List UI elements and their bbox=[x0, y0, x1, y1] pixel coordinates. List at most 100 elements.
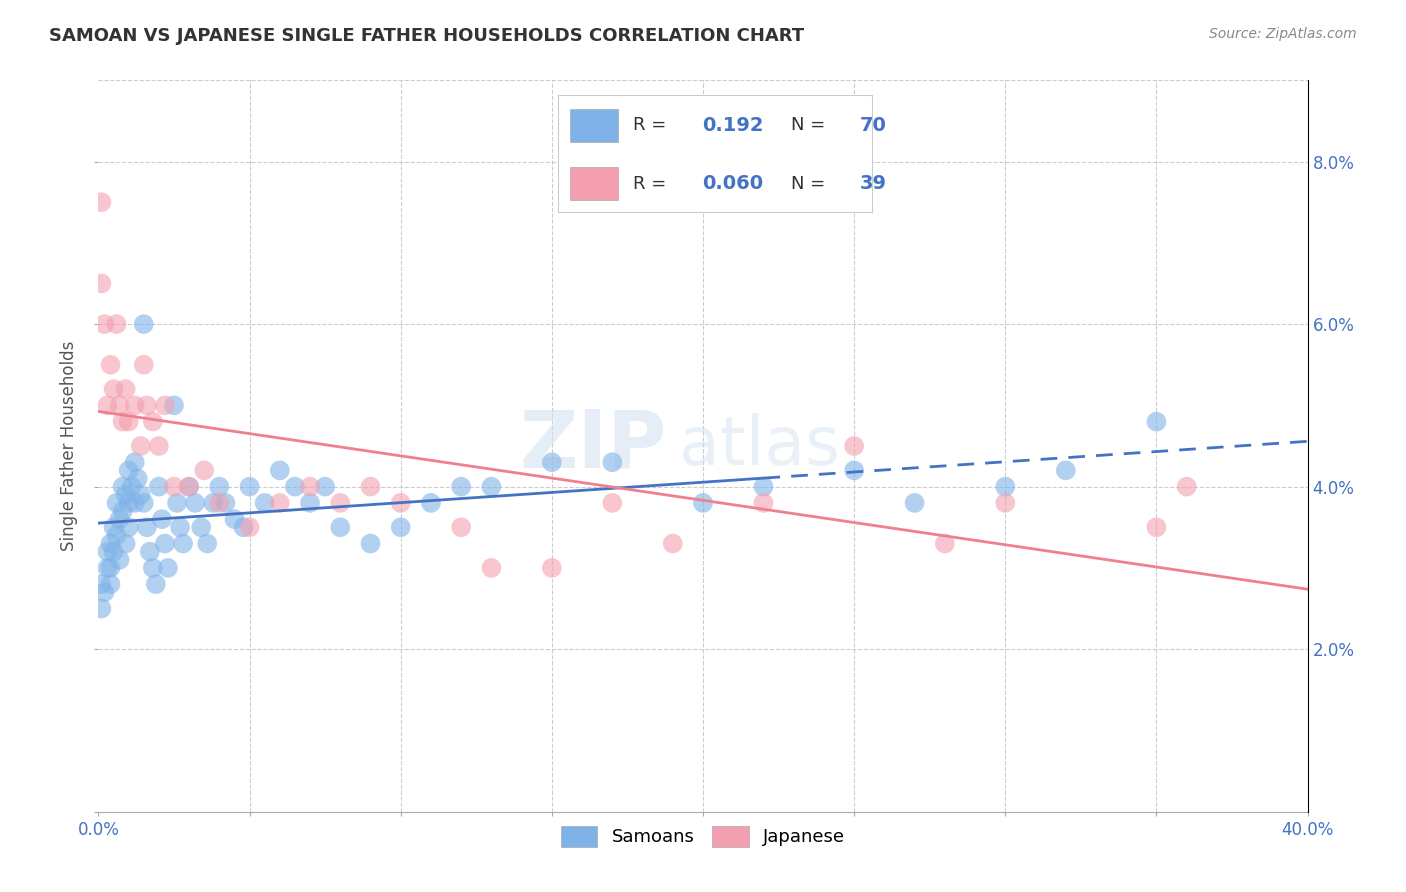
Point bbox=[844, 463, 866, 477]
Point bbox=[994, 480, 1017, 494]
Point bbox=[314, 480, 336, 494]
Point bbox=[114, 382, 136, 396]
Point bbox=[108, 553, 131, 567]
Point bbox=[100, 577, 122, 591]
Point bbox=[100, 536, 122, 550]
Point bbox=[148, 480, 170, 494]
Point bbox=[142, 415, 165, 429]
Point bbox=[132, 496, 155, 510]
Point bbox=[540, 455, 562, 469]
Point bbox=[124, 398, 146, 412]
Point bbox=[602, 496, 624, 510]
Point bbox=[90, 277, 112, 291]
Point bbox=[118, 463, 141, 477]
Point bbox=[450, 480, 472, 494]
Point bbox=[752, 480, 775, 494]
Point bbox=[329, 496, 352, 510]
Point bbox=[111, 504, 134, 518]
Point bbox=[163, 480, 186, 494]
Text: atlas: atlas bbox=[679, 413, 839, 479]
Point bbox=[1054, 463, 1077, 477]
Point bbox=[114, 536, 136, 550]
Point bbox=[111, 480, 134, 494]
Point bbox=[208, 480, 231, 494]
Point bbox=[389, 496, 412, 510]
Point bbox=[124, 455, 146, 469]
Text: ZIP: ZIP bbox=[519, 407, 666, 485]
Point bbox=[124, 496, 146, 510]
Point bbox=[148, 439, 170, 453]
Point bbox=[108, 512, 131, 526]
Point bbox=[202, 496, 225, 510]
Point bbox=[135, 398, 157, 412]
Point bbox=[329, 520, 352, 534]
Point bbox=[156, 561, 179, 575]
Point bbox=[1144, 415, 1167, 429]
Point bbox=[118, 496, 141, 510]
Text: SAMOAN VS JAPANESE SINGLE FATHER HOUSEHOLDS CORRELATION CHART: SAMOAN VS JAPANESE SINGLE FATHER HOUSEHO… bbox=[49, 27, 804, 45]
Point bbox=[692, 496, 714, 510]
Point bbox=[132, 317, 155, 331]
Point bbox=[481, 480, 503, 494]
Point bbox=[166, 496, 188, 510]
Point bbox=[93, 317, 115, 331]
Point bbox=[105, 317, 128, 331]
Point bbox=[179, 480, 201, 494]
Point bbox=[253, 496, 276, 510]
Point bbox=[108, 398, 131, 412]
Point bbox=[179, 480, 201, 494]
Point bbox=[904, 496, 927, 510]
Point bbox=[96, 561, 118, 575]
Point bbox=[142, 561, 165, 575]
Point bbox=[269, 496, 291, 510]
Point bbox=[481, 561, 503, 575]
Point bbox=[844, 439, 866, 453]
Point bbox=[105, 496, 128, 510]
Point bbox=[602, 455, 624, 469]
Point bbox=[269, 463, 291, 477]
Point bbox=[114, 488, 136, 502]
Point bbox=[139, 544, 162, 558]
Point bbox=[103, 544, 125, 558]
Point bbox=[127, 471, 149, 485]
Y-axis label: Single Father Households: Single Father Households bbox=[60, 341, 79, 551]
Point bbox=[190, 520, 212, 534]
Point bbox=[150, 512, 173, 526]
Point bbox=[118, 415, 141, 429]
Point bbox=[96, 544, 118, 558]
Point bbox=[450, 520, 472, 534]
Point bbox=[121, 480, 143, 494]
Point bbox=[129, 488, 152, 502]
Point bbox=[239, 480, 262, 494]
Text: Source: ZipAtlas.com: Source: ZipAtlas.com bbox=[1209, 27, 1357, 41]
Point bbox=[1144, 520, 1167, 534]
Point bbox=[90, 601, 112, 615]
Point bbox=[93, 585, 115, 599]
Point bbox=[90, 195, 112, 210]
Point bbox=[540, 561, 562, 575]
Point bbox=[103, 382, 125, 396]
Point bbox=[661, 536, 683, 550]
Point bbox=[195, 536, 218, 550]
Point bbox=[163, 398, 186, 412]
Point bbox=[420, 496, 443, 510]
Point bbox=[284, 480, 307, 494]
Point bbox=[129, 439, 152, 453]
Point bbox=[169, 520, 191, 534]
Point bbox=[105, 528, 128, 542]
Point bbox=[111, 415, 134, 429]
Point bbox=[184, 496, 207, 510]
Point bbox=[145, 577, 167, 591]
Point bbox=[193, 463, 215, 477]
Point bbox=[90, 577, 112, 591]
Point bbox=[389, 520, 412, 534]
Point bbox=[100, 561, 122, 575]
Point bbox=[299, 496, 322, 510]
Point bbox=[239, 520, 262, 534]
Point bbox=[118, 520, 141, 534]
Point bbox=[153, 536, 176, 550]
Point bbox=[224, 512, 246, 526]
Point bbox=[360, 536, 382, 550]
Point bbox=[1175, 480, 1198, 494]
Point bbox=[934, 536, 956, 550]
